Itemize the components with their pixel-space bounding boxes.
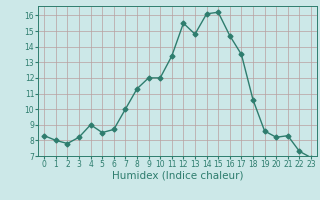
X-axis label: Humidex (Indice chaleur): Humidex (Indice chaleur) bbox=[112, 171, 243, 181]
